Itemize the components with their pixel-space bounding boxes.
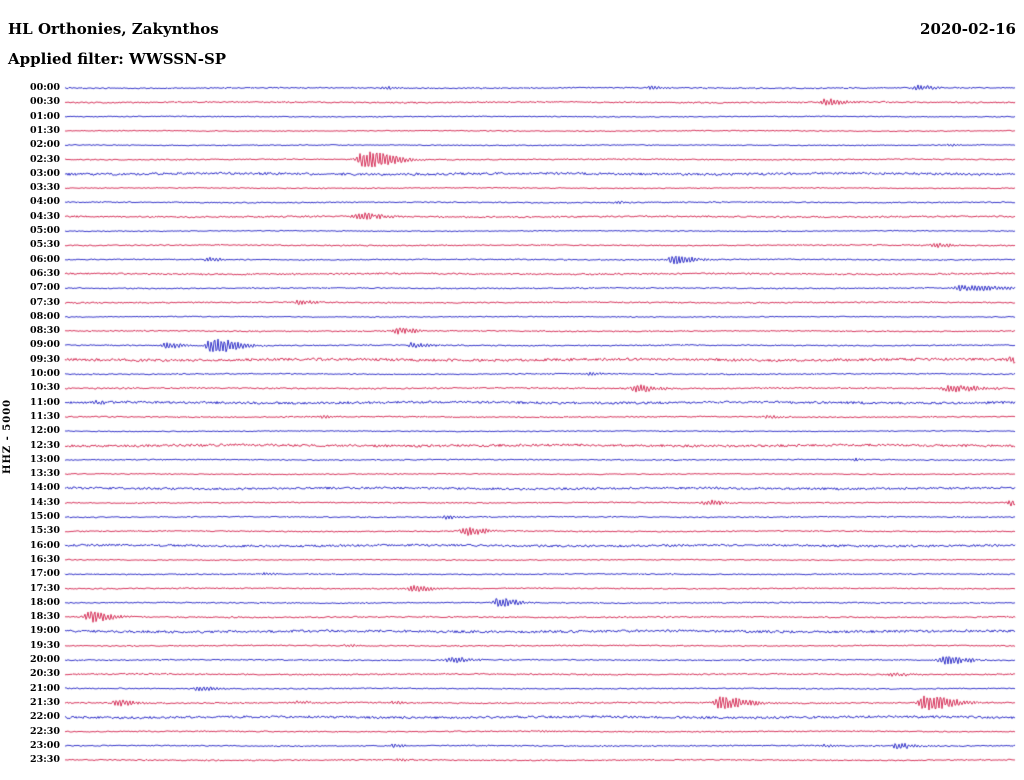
- time-label: 06:00: [30, 253, 60, 265]
- time-label: 09:30: [30, 353, 60, 365]
- time-label: 13:30: [30, 468, 60, 480]
- time-label: 03:30: [30, 182, 60, 194]
- time-label: 23:00: [30, 739, 60, 751]
- time-label: 20:00: [30, 654, 60, 665]
- time-label: 22:30: [30, 725, 60, 737]
- time-label: 15:30: [30, 525, 60, 537]
- time-label: 03:00: [30, 167, 60, 179]
- time-label: 20:30: [30, 668, 60, 680]
- time-label: 06:30: [30, 267, 60, 279]
- time-label: 05:00: [30, 225, 60, 236]
- time-label: 00:00: [30, 82, 60, 93]
- time-label: 18:30: [30, 611, 60, 623]
- time-label: 02:30: [30, 153, 60, 165]
- time-label: 15:00: [30, 511, 60, 522]
- time-label: 19:00: [30, 625, 60, 637]
- time-label: 12:30: [30, 439, 60, 451]
- time-label: 21:00: [30, 682, 60, 694]
- time-label: 22:00: [30, 711, 60, 723]
- time-label: 08:00: [30, 310, 60, 322]
- time-label: 12:00: [30, 425, 60, 437]
- time-label: 23:30: [30, 754, 60, 766]
- time-label: 02:00: [30, 139, 60, 151]
- time-label: 19:30: [30, 639, 60, 651]
- time-label: 17:00: [30, 568, 60, 580]
- time-label: 16:00: [30, 539, 60, 551]
- time-label: 04:00: [30, 196, 60, 208]
- time-label: 09:00: [30, 339, 60, 351]
- time-label: 11:30: [30, 410, 60, 422]
- time-label: 10:00: [30, 368, 60, 379]
- time-label: 14:00: [30, 482, 60, 494]
- time-label: 07:30: [30, 296, 60, 308]
- time-label: 13:00: [30, 453, 60, 465]
- time-label: 08:30: [30, 325, 60, 337]
- time-label: 10:30: [30, 382, 60, 394]
- time-label: 14:30: [30, 496, 60, 508]
- time-label: 18:00: [30, 596, 60, 608]
- plot-date: 2020-02-16: [920, 20, 1016, 38]
- time-label: 16:30: [30, 553, 60, 565]
- time-label: 05:30: [30, 239, 60, 251]
- time-label: 00:30: [30, 96, 60, 108]
- time-label: 04:30: [30, 210, 60, 222]
- time-label: 07:00: [30, 282, 60, 294]
- time-label: 11:00: [30, 396, 60, 408]
- time-label: 01:00: [30, 110, 60, 122]
- station-title: HL Orthonies, Zakynthos: [8, 20, 219, 38]
- applied-filter-label: Applied filter: WWSSN-SP: [8, 50, 227, 68]
- time-label: 21:30: [30, 696, 60, 708]
- time-label: 17:30: [30, 582, 60, 594]
- time-label: 01:30: [30, 124, 60, 136]
